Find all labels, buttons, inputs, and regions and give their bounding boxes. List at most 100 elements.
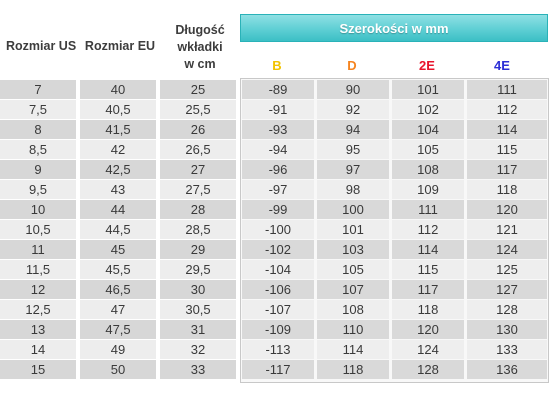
cell-eu: 47,5 xyxy=(80,320,156,339)
cell-width-d: 108 xyxy=(317,300,389,319)
header-insert-length-line3: w cm xyxy=(184,57,216,71)
cell-width-d: 101 xyxy=(317,220,389,239)
cell-us: 9 xyxy=(0,160,76,179)
cell-width-d: 118 xyxy=(317,360,389,379)
header-insert-length-line1: Długość xyxy=(175,23,225,37)
table-row: 9,5 43 27,5 -97 98 109 118 xyxy=(0,180,550,199)
cell-insert-cm: 29,5 xyxy=(160,260,236,279)
cell-width-2e: 114 xyxy=(392,240,464,259)
cell-width-2e: 104 xyxy=(392,120,464,139)
cell-eu: 44 xyxy=(80,200,156,219)
cell-width-d: 107 xyxy=(317,280,389,299)
cell-width-2e: 101 xyxy=(392,80,464,99)
table-row: 9 42,5 27 -96 97 108 117 xyxy=(0,160,550,179)
table-row: 8,5 42 26,5 -94 95 105 115 xyxy=(0,140,550,159)
table-row: 12,5 47 30,5 -107 108 118 128 xyxy=(0,300,550,319)
cell-eu: 45,5 xyxy=(80,260,156,279)
cell-width-2e: 118 xyxy=(392,300,464,319)
header-us-size: Rozmiar US xyxy=(6,39,77,53)
cell-us: 9,5 xyxy=(0,180,76,199)
cell-width-b: -97 xyxy=(242,180,314,199)
cell-width-d: 103 xyxy=(317,240,389,259)
cell-width-2e: 117 xyxy=(392,280,464,299)
cell-eu: 43 xyxy=(80,180,156,199)
cell-eu: 40,5 xyxy=(80,100,156,119)
cell-width-4e: 117 xyxy=(467,160,547,179)
cell-width-2e: 109 xyxy=(392,180,464,199)
cell-width-4e: 114 xyxy=(467,120,547,139)
cell-insert-cm: 25,5 xyxy=(160,100,236,119)
cell-width-2e: 124 xyxy=(392,340,464,359)
table-row: 7 40 25 -89 90 101 111 xyxy=(0,80,550,99)
cell-width-b: -107 xyxy=(242,300,314,319)
cell-us: 11 xyxy=(0,240,76,259)
cell-width-2e: 105 xyxy=(392,140,464,159)
cell-us: 14 xyxy=(0,340,76,359)
cell-insert-cm: 31 xyxy=(160,320,236,339)
cell-eu: 46,5 xyxy=(80,280,156,299)
cell-width-b: -96 xyxy=(242,160,314,179)
cell-width-2e: 120 xyxy=(392,320,464,339)
cell-width-4e: 120 xyxy=(467,200,547,219)
table-row: 14 49 32 -113 114 124 133 xyxy=(0,340,550,359)
table-row: 12 46,5 30 -106 107 117 127 xyxy=(0,280,550,299)
cell-eu: 49 xyxy=(80,340,156,359)
table-row: 10,5 44,5 28,5 -100 101 112 121 xyxy=(0,220,550,239)
cell-width-b: -93 xyxy=(242,120,314,139)
cell-us: 13 xyxy=(0,320,76,339)
cell-width-b: -117 xyxy=(242,360,314,379)
header-eu-size: Rozmiar EU xyxy=(84,39,156,53)
cell-insert-cm: 25 xyxy=(160,80,236,99)
cell-width-2e: 128 xyxy=(392,360,464,379)
cell-insert-cm: 26 xyxy=(160,120,236,139)
cell-insert-cm: 28 xyxy=(160,200,236,219)
width-label-2e: 2E xyxy=(419,58,435,73)
cell-us: 11,5 xyxy=(0,260,76,279)
cell-width-4e: 124 xyxy=(467,240,547,259)
cell-eu: 45 xyxy=(80,240,156,259)
cell-width-d: 98 xyxy=(317,180,389,199)
cell-width-b: -102 xyxy=(242,240,314,259)
cell-insert-cm: 26,5 xyxy=(160,140,236,159)
cell-width-b: -109 xyxy=(242,320,314,339)
cell-width-2e: 111 xyxy=(392,200,464,219)
cell-eu: 40 xyxy=(80,80,156,99)
cell-width-b: -113 xyxy=(242,340,314,359)
cell-width-d: 94 xyxy=(317,120,389,139)
cell-insert-cm: 30 xyxy=(160,280,236,299)
cell-width-d: 97 xyxy=(317,160,389,179)
cell-us: 12 xyxy=(0,280,76,299)
cell-eu: 41,5 xyxy=(80,120,156,139)
cell-width-2e: 112 xyxy=(392,220,464,239)
width-label-d: D xyxy=(347,58,357,73)
cell-width-d: 100 xyxy=(317,200,389,219)
table-row: 15 50 33 -117 118 128 136 xyxy=(0,360,550,379)
cell-width-4e: 128 xyxy=(467,300,547,319)
cell-width-4e: 130 xyxy=(467,320,547,339)
cell-width-d: 110 xyxy=(317,320,389,339)
cell-eu: 42 xyxy=(80,140,156,159)
cell-us: 8 xyxy=(0,120,76,139)
table-row: 11 45 29 -102 103 114 124 xyxy=(0,240,550,259)
cell-width-2e: 102 xyxy=(392,100,464,119)
cell-width-4e: 118 xyxy=(467,180,547,199)
cell-eu: 42,5 xyxy=(80,160,156,179)
cell-width-4e: 125 xyxy=(467,260,547,279)
cell-width-4e: 127 xyxy=(467,280,547,299)
cell-width-4e: 136 xyxy=(467,360,547,379)
cell-width-2e: 115 xyxy=(392,260,464,279)
cell-width-b: -100 xyxy=(242,220,314,239)
cell-width-4e: 111 xyxy=(467,80,547,99)
table-row: 8 41,5 26 -93 94 104 114 xyxy=(0,120,550,139)
widths-title: Szerokości w mm xyxy=(339,20,449,36)
cell-width-b: -91 xyxy=(242,100,314,119)
cell-width-b: -99 xyxy=(242,200,314,219)
cell-width-4e: 112 xyxy=(467,100,547,119)
cell-width-d: 90 xyxy=(317,80,389,99)
cell-width-4e: 133 xyxy=(467,340,547,359)
size-table: 7 40 25 -89 90 101 111 7,5 40,5 25,5 -91 92 102 112 8 4… xyxy=(0,80,550,380)
cell-width-b: -94 xyxy=(242,140,314,159)
cell-width-d: 92 xyxy=(317,100,389,119)
cell-insert-cm: 27,5 xyxy=(160,180,236,199)
cell-width-b: -89 xyxy=(242,80,314,99)
